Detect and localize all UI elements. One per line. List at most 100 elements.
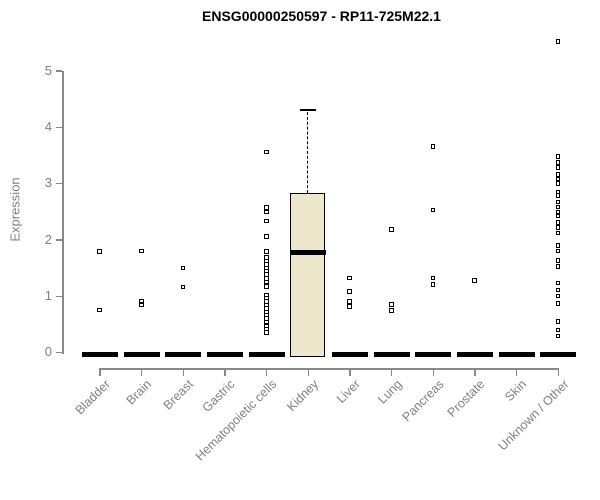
- x-axis-tick: [224, 369, 226, 376]
- data-point: [264, 149, 269, 155]
- data-point: [180, 284, 186, 290]
- y-tick-label: 5: [44, 62, 52, 78]
- data-point: [555, 199, 561, 205]
- data-point: [555, 193, 561, 199]
- x-category-label: Lung: [375, 377, 405, 407]
- data-point: [180, 265, 186, 271]
- x-category-label: Kidney: [284, 377, 322, 415]
- data-point: [264, 284, 269, 289]
- x-axis-tick: [140, 369, 143, 376]
- zero-median-bar: [207, 352, 243, 358]
- x-category-label: Hematopoietic cells: [193, 377, 280, 464]
- data-point: [264, 330, 269, 335]
- zero-median-bar: [82, 352, 118, 358]
- x-axis-tick: [557, 369, 560, 376]
- x-axis-tick: [474, 369, 476, 376]
- y-axis-tick: [55, 70, 63, 72]
- data-point: [389, 227, 394, 232]
- zero-median-bar: [415, 352, 452, 358]
- y-tick-label: 1: [44, 287, 52, 303]
- zero-median-bar: [332, 352, 369, 358]
- data-point: [555, 248, 561, 254]
- x-axis-tick: [390, 369, 393, 376]
- data-point: [430, 281, 436, 287]
- x-category-label: Pancreas: [399, 377, 447, 425]
- data-point: [555, 213, 561, 219]
- x-axis-tick: [349, 369, 351, 376]
- zero-median-bar: [457, 352, 494, 358]
- y-axis-tick: [55, 239, 63, 241]
- data-point: [389, 302, 394, 307]
- y-tick-label: 0: [44, 344, 52, 360]
- data-point: [139, 248, 144, 254]
- y-tick-label: 3: [44, 175, 52, 191]
- data-point: [97, 307, 102, 313]
- data-point: [430, 207, 436, 213]
- data-point: [555, 319, 561, 324]
- box: [290, 192, 326, 358]
- data-point: [555, 176, 561, 182]
- data-point: [555, 165, 561, 170]
- data-point: [555, 172, 561, 177]
- x-axis-tick: [182, 369, 185, 376]
- data-point: [97, 249, 102, 254]
- box-median-line: [290, 250, 327, 255]
- data-point: [555, 39, 561, 44]
- data-point: [264, 218, 269, 224]
- chart-title: ENSG00000250597 - RP11-725M22.1: [202, 8, 441, 24]
- data-point: [430, 275, 436, 281]
- x-axis-tick: [307, 369, 310, 376]
- y-axis-tick: [55, 126, 63, 129]
- x-category-label: Brain: [124, 377, 155, 408]
- data-point: [555, 181, 561, 186]
- data-point: [555, 293, 561, 299]
- y-axis-tick: [55, 182, 63, 185]
- data-point: [555, 154, 561, 159]
- data-point: [347, 304, 352, 310]
- x-category-label: Breast: [160, 377, 197, 413]
- data-point: [555, 264, 561, 270]
- data-point: [555, 219, 561, 225]
- data-point: [264, 279, 269, 285]
- y-axis-line: [62, 71, 64, 354]
- zero-median-bar: [498, 352, 535, 358]
- data-point: [389, 308, 394, 313]
- y-axis-tick: [55, 295, 63, 298]
- data-point: [555, 204, 561, 210]
- x-category-label: Liver: [333, 377, 363, 407]
- zero-median-bar: [123, 352, 160, 358]
- x-axis-tick: [99, 369, 101, 376]
- data-point: [472, 277, 478, 283]
- data-point: [555, 301, 561, 306]
- data-point: [264, 234, 269, 239]
- data-point: [347, 275, 352, 281]
- data-point: [555, 258, 561, 263]
- x-axis-tick: [432, 369, 435, 376]
- data-point: [555, 243, 561, 248]
- upper-whisker-cap: [300, 108, 317, 112]
- data-point: [264, 209, 269, 215]
- y-tick-label: 2: [44, 231, 52, 247]
- zero-median-bar: [373, 352, 410, 358]
- x-axis-line: [99, 368, 560, 370]
- data-point: [139, 302, 144, 308]
- upper-whisker: [307, 111, 309, 193]
- x-category-label: Prostate: [445, 377, 488, 421]
- data-point: [555, 333, 561, 339]
- data-point: [555, 230, 561, 236]
- zero-median-bar: [165, 352, 202, 358]
- data-point: [264, 205, 269, 210]
- data-point: [555, 225, 561, 230]
- data-point: [555, 287, 561, 293]
- data-point: [264, 249, 269, 254]
- data-point: [555, 327, 561, 333]
- zero-median-bar: [540, 352, 577, 358]
- data-point: [430, 144, 436, 150]
- y-axis-title: Expression: [7, 177, 23, 242]
- y-axis-tick: [55, 352, 63, 354]
- x-category-label: Gastric: [200, 377, 238, 416]
- x-axis-tick: [265, 369, 268, 376]
- x-category-label: Bladder: [72, 377, 113, 418]
- data-point: [555, 160, 561, 165]
